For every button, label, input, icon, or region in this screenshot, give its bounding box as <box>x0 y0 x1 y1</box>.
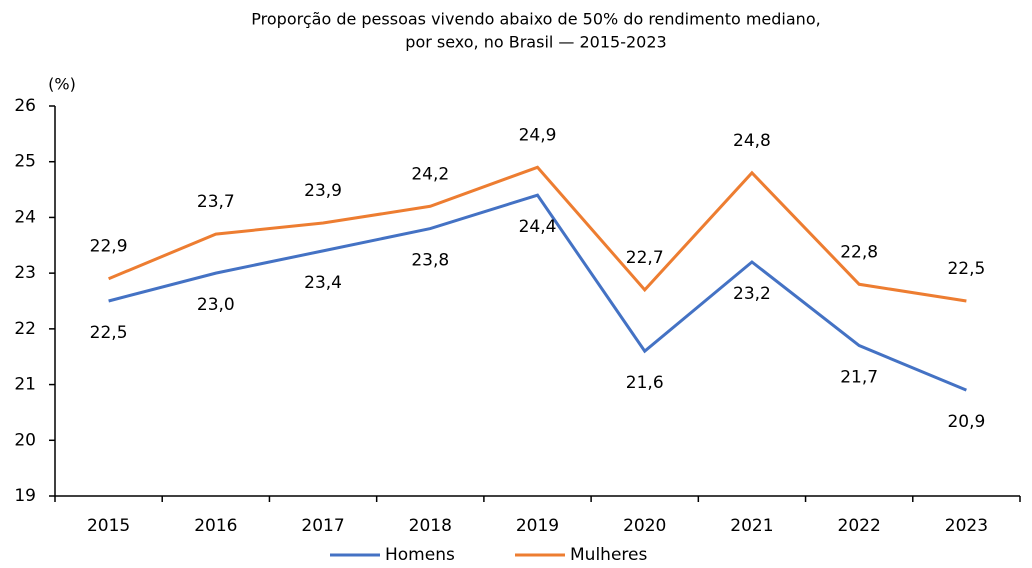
data-label: 22,5 <box>947 259 985 279</box>
data-label: 24,4 <box>519 217 557 237</box>
data-label: 21,7 <box>840 368 878 388</box>
legend-label: Mulheres <box>570 545 647 565</box>
x-tick-label: 2021 <box>730 516 773 536</box>
x-tick-label: 2016 <box>194 516 237 536</box>
data-label: 22,7 <box>626 248 664 268</box>
data-label: 24,8 <box>733 131 771 151</box>
data-label: 24,9 <box>519 125 557 145</box>
x-tick-label: 2019 <box>516 516 559 536</box>
y-tick-label: 21 <box>14 375 36 395</box>
x-tick-label: 2022 <box>838 516 881 536</box>
x-tick-label: 2020 <box>623 516 666 536</box>
data-label: 20,9 <box>947 412 985 432</box>
data-label: 23,9 <box>304 181 342 201</box>
y-tick-label: 22 <box>14 319 36 339</box>
y-tick-label: 20 <box>14 430 36 450</box>
data-label: 24,2 <box>411 164 449 184</box>
data-label: 22,8 <box>840 242 878 262</box>
y-tick-label: 19 <box>14 486 36 506</box>
y-tick-label: 23 <box>14 263 36 283</box>
data-label: 23,2 <box>733 284 771 304</box>
y-tick-label: 26 <box>14 96 36 116</box>
data-label: 22,9 <box>90 237 128 257</box>
data-label: 21,6 <box>626 373 664 393</box>
chart-title: Proporção de pessoas vivendo abaixo de 5… <box>251 10 820 29</box>
x-tick-label: 2023 <box>945 516 988 536</box>
data-label: 23,4 <box>304 273 342 293</box>
data-label: 22,5 <box>90 323 128 343</box>
x-tick-label: 2017 <box>301 516 344 536</box>
legend-label: Homens <box>385 545 455 565</box>
x-tick-label: 2018 <box>409 516 452 536</box>
x-tick-label: 2015 <box>87 516 130 536</box>
chart-title: por sexo, no Brasil — 2015-2023 <box>405 33 666 52</box>
y-tick-label: 24 <box>14 207 36 227</box>
data-label: 23,0 <box>197 295 235 315</box>
y-axis-label: (%) <box>48 75 76 94</box>
line <box>108 165 967 303</box>
y-tick-label: 25 <box>14 152 36 172</box>
line <box>108 193 967 392</box>
data-label: 23,7 <box>197 192 235 212</box>
data-label: 23,8 <box>411 251 449 271</box>
